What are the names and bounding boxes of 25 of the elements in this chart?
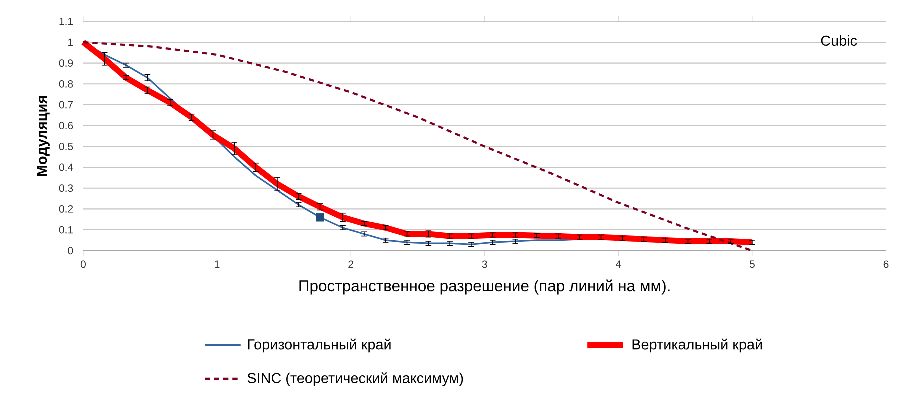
x-tick-label: 3 [482, 260, 488, 268]
x-tick-label: 4 [616, 260, 622, 268]
x-tick-label: 5 [750, 260, 755, 268]
annotation: Cubic [821, 35, 858, 46]
x-tick-label: 2 [348, 260, 354, 268]
y-tick-label: 1 [68, 38, 74, 46]
x-tick-label: 0 [80, 260, 86, 268]
y-tick-label: 0.7 [59, 101, 74, 109]
y-tick-label: 0 [68, 247, 74, 254]
legend-label: Горизонтальный край [248, 338, 391, 352]
y-tick-label: 0.9 [59, 59, 74, 67]
y-tick-label: 0.2 [59, 205, 74, 213]
y-axis-title: Модуляция [37, 96, 50, 176]
x-axis-title: Пространственное разрешение (пар линий на мм). [300, 280, 670, 295]
legend-label: Вертикальный край [632, 338, 762, 352]
y-tick-label: 0.1 [59, 226, 74, 234]
y-tick-label: 1.1 [60, 18, 74, 26]
x-tick-label: 1 [215, 260, 220, 268]
y-tick-label: 0.8 [59, 80, 74, 88]
y-tick-label: 0.5 [59, 142, 74, 150]
legend-label: SINC (теоретический максимум) [248, 372, 464, 386]
y-tick-label: 0.6 [59, 122, 74, 130]
y-tick-label: 0.4 [59, 164, 74, 172]
y-tick-label: 0.3 [59, 184, 74, 192]
x-tick-label: 6 [884, 260, 889, 268]
